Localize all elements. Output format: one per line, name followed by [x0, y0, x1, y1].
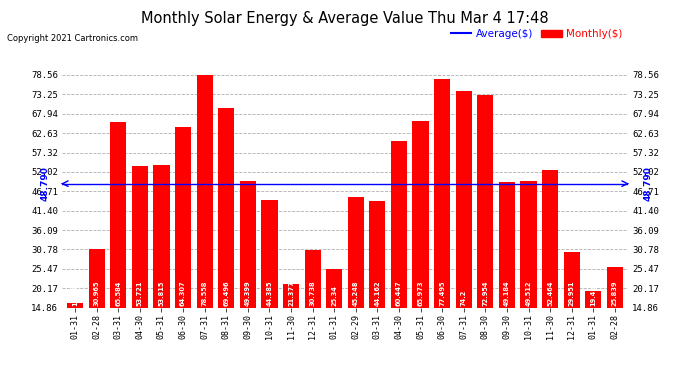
Text: 16.107: 16.107 [72, 281, 78, 306]
Text: 48.790: 48.790 [643, 166, 652, 201]
Bar [262, 200, 277, 362]
Bar [542, 170, 558, 362]
Bar [239, 182, 256, 362]
Text: 44.385: 44.385 [266, 281, 273, 306]
Text: 74.2: 74.2 [461, 290, 466, 306]
Text: Monthly Solar Energy & Average Value Thu Mar 4 17:48: Monthly Solar Energy & Average Value Thu… [141, 11, 549, 26]
Bar [413, 121, 428, 362]
Text: 30.965: 30.965 [94, 281, 99, 306]
Bar [499, 182, 515, 362]
Text: 78.558: 78.558 [201, 281, 208, 306]
Text: 21.377: 21.377 [288, 281, 294, 306]
Bar [197, 75, 213, 362]
Text: 53.721: 53.721 [137, 281, 143, 306]
Text: 19.412: 19.412 [591, 281, 596, 306]
Bar [88, 249, 105, 362]
Text: 52.464: 52.464 [547, 281, 553, 306]
Bar [369, 201, 386, 362]
Bar [585, 291, 602, 362]
Text: 72.954: 72.954 [482, 281, 489, 306]
Bar [434, 79, 451, 362]
Bar [348, 196, 364, 362]
Text: 64.307: 64.307 [180, 281, 186, 306]
Text: 65.584: 65.584 [115, 281, 121, 306]
Text: 48.790: 48.790 [40, 166, 49, 201]
Text: 45.248: 45.248 [353, 281, 359, 306]
Bar [175, 127, 191, 362]
Bar [67, 303, 83, 362]
Text: 69.496: 69.496 [224, 281, 229, 306]
Bar [607, 267, 623, 362]
Text: 25.839: 25.839 [612, 281, 618, 306]
Text: 49.399: 49.399 [245, 281, 251, 306]
Bar [520, 181, 537, 362]
Text: Copyright 2021 Cartronics.com: Copyright 2021 Cartronics.com [7, 34, 138, 43]
Bar [110, 122, 126, 362]
Bar [326, 269, 342, 362]
Bar [455, 91, 472, 362]
Bar [218, 108, 235, 362]
Text: 60.447: 60.447 [396, 281, 402, 306]
Text: 77.495: 77.495 [439, 281, 445, 306]
Text: 53.815: 53.815 [159, 281, 164, 306]
Bar [391, 141, 407, 362]
Bar [283, 284, 299, 362]
Text: 65.973: 65.973 [417, 281, 424, 306]
Bar [304, 249, 321, 362]
Text: 29.951: 29.951 [569, 281, 575, 306]
Bar [132, 166, 148, 362]
Text: 49.184: 49.184 [504, 281, 510, 306]
Text: 44.162: 44.162 [375, 281, 380, 306]
Legend: Average($), Monthly($): Average($), Monthly($) [451, 29, 622, 39]
Bar [564, 252, 580, 362]
Bar [153, 165, 170, 362]
Text: 25.34: 25.34 [331, 285, 337, 306]
Bar [477, 96, 493, 362]
Text: 30.738: 30.738 [310, 281, 315, 306]
Text: 49.512: 49.512 [526, 281, 531, 306]
